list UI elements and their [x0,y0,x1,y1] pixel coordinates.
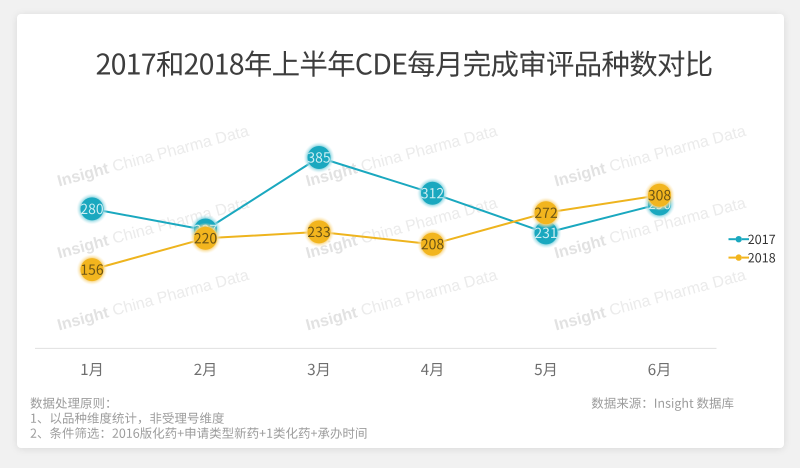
svg-text:Insight China Pharma Data: Insight China Pharma Data [304,267,499,335]
svg-text:Insight China Pharma Data: Insight China Pharma Data [553,267,748,335]
svg-text:Insight China Pharma Data: Insight China Pharma Data [56,123,251,191]
svg-text:Insight China Pharma Data: Insight China Pharma Data [553,123,748,191]
